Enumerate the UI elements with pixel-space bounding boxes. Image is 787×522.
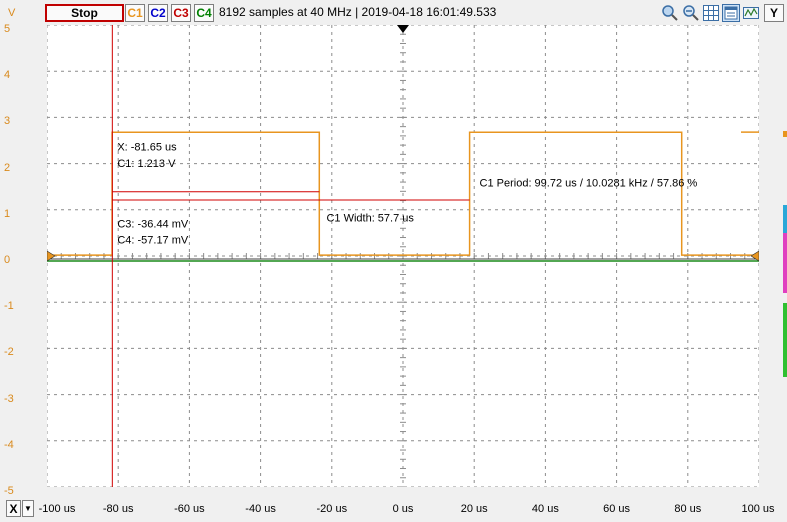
x-tick-label: 60 us bbox=[603, 503, 631, 515]
y-axis-unit: V bbox=[8, 7, 16, 19]
trigger-position-marker bbox=[397, 25, 409, 33]
cursor-x-readout: X: -81.65 us bbox=[117, 142, 177, 154]
period-measure-label: C1 Period: 99.72 us / 10.0281 kHz / 57.8… bbox=[480, 178, 698, 190]
toolbar: Stop C1 C2 C3 C4 8192 samples at 40 MHz … bbox=[0, 0, 787, 25]
cursor-lines bbox=[111, 25, 470, 487]
y-tick-label: -5 bbox=[4, 485, 14, 497]
cursor-c3-readout: C3: -36.44 mV bbox=[117, 218, 189, 230]
oscilloscope-plot[interactable]: X: -81.65 us C1: 1.213 V C3: -36.44 mV C4: … bbox=[47, 25, 759, 487]
x-tick-label: -40 us bbox=[245, 503, 276, 515]
stop-button[interactable]: Stop bbox=[45, 4, 124, 22]
x-tick-label: -100 us bbox=[38, 503, 76, 515]
y-tick-label: 2 bbox=[4, 161, 11, 174]
y-tick-label: 4 bbox=[4, 69, 11, 82]
x-tick-label: 100 us bbox=[741, 503, 775, 515]
y-tick-label: -1 bbox=[4, 300, 14, 313]
cursor-c4-readout: C4: -57.17 mV bbox=[117, 235, 189, 247]
x-tick-label: 80 us bbox=[674, 503, 702, 515]
x-tick-label: 20 us bbox=[460, 503, 488, 515]
channel-c1-button[interactable]: C1 bbox=[125, 4, 145, 22]
trigger-level-left bbox=[47, 250, 56, 262]
channel-c2-button[interactable]: C2 bbox=[148, 4, 168, 22]
x-axis-bar: X ▼ -100 us -80 us -60 us -40 us -20 us 0 us 2… bbox=[0, 497, 787, 522]
trigger-level-right bbox=[750, 250, 759, 262]
x-axis-dropdown[interactable]: ▼ bbox=[22, 500, 34, 517]
y-tick-label: 1 bbox=[4, 207, 11, 220]
plot-grid bbox=[47, 25, 759, 487]
zoom-icon[interactable] bbox=[661, 4, 679, 22]
x-tick-label: 0 us bbox=[392, 503, 414, 515]
grid-icon[interactable] bbox=[702, 4, 720, 22]
zoom-fit-icon[interactable] bbox=[682, 4, 700, 22]
y-tick-label: -4 bbox=[4, 438, 14, 451]
channel-strip bbox=[783, 25, 787, 497]
cursor-c1-readout: C1: 1.213 V bbox=[117, 158, 176, 170]
scope-icon[interactable] bbox=[742, 4, 760, 22]
x-tick-label: -60 us bbox=[174, 503, 205, 515]
x-tick-label: -20 us bbox=[316, 503, 348, 515]
x-tick-label: 40 us bbox=[531, 503, 559, 515]
x-tick-label: -80 us bbox=[102, 503, 134, 515]
y-tick-label: 3 bbox=[4, 115, 11, 128]
y-tick-label: 0 bbox=[4, 254, 11, 266]
y-axis-button[interactable]: Y bbox=[764, 4, 784, 22]
y-tick-label: 5 bbox=[4, 23, 11, 35]
x-axis-button[interactable]: X bbox=[6, 500, 21, 517]
y-tick-label: -2 bbox=[4, 346, 14, 359]
channel-c4-button[interactable]: C4 bbox=[194, 4, 214, 22]
panel-icon[interactable] bbox=[722, 4, 740, 22]
width-measure-label: C1 Width: 57.7 us bbox=[326, 212, 414, 224]
status-text: 8192 samples at 40 MHz | 2019-04-18 16:0… bbox=[219, 5, 497, 19]
channel-c3-button[interactable]: C3 bbox=[171, 4, 191, 22]
y-tick-label: -3 bbox=[4, 392, 14, 405]
